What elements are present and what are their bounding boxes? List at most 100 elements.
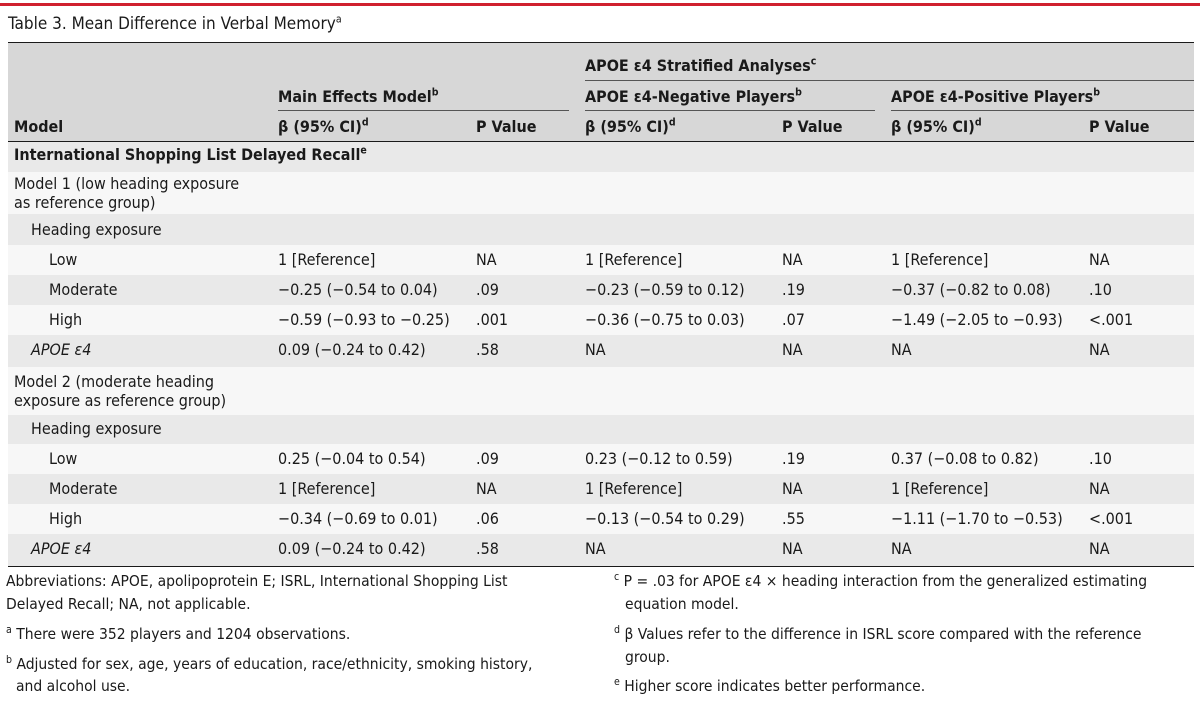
- cell-positive-p: <.001: [1089, 310, 1134, 329]
- cell-negative-p: NA: [782, 479, 803, 498]
- table-title: Table 3. Mean Difference in Verbal Memor…: [8, 13, 342, 35]
- header-beta-main-text: β (95% CI): [278, 117, 362, 136]
- footnote-abbrev-line2: Delayed Recall; NA, not applicable.: [6, 595, 251, 613]
- footnote-a: a There were 352 players and 1204 observ…: [6, 623, 350, 646]
- data-table: APOE ε4 Stratified Analysesc Main Effect…: [8, 42, 1194, 567]
- cell-positive-beta: −0.37 (−0.82 to 0.08): [891, 280, 1051, 299]
- table-row: Low 1 [Reference] NA 1 [Reference] NA 1 …: [8, 245, 1194, 275]
- footnote-a-mark: a: [6, 623, 12, 636]
- row-label: Low: [49, 250, 78, 269]
- header-model: Model: [14, 117, 64, 136]
- cell-main-beta: −0.59 (−0.93 to −0.25): [278, 310, 450, 329]
- table-title-text: Table 3. Mean Difference in Verbal Memor…: [8, 14, 336, 34]
- footnote-e: e Higher score indicates better performa…: [614, 675, 925, 698]
- cell-positive-beta: 1 [Reference]: [891, 479, 989, 498]
- cell-positive-p: NA: [1089, 539, 1110, 558]
- header-beta-main-sup: d: [361, 116, 369, 129]
- cell-positive-p: <.001: [1089, 509, 1134, 528]
- row-label: Moderate: [49, 280, 118, 299]
- cell-main-beta: 0.25 (−0.04 to 0.54): [278, 449, 426, 468]
- footnote-e-mark: e: [614, 675, 620, 688]
- header-stratified: APOE ε4 Stratified Analysesc: [585, 56, 816, 76]
- cell-main-beta: −0.34 (−0.69 to 0.01): [278, 509, 438, 528]
- header-beta-negative-sup: d: [668, 116, 676, 129]
- header-p-positive: P Value: [1089, 117, 1150, 136]
- model2-label-row: [8, 367, 1194, 415]
- row-label: Moderate: [49, 479, 118, 498]
- cell-main-p: .58: [476, 340, 499, 359]
- cell-negative-p: NA: [782, 340, 803, 359]
- header-p-main: P Value: [476, 117, 537, 136]
- section-title: International Shopping List Delayed Reca…: [14, 145, 367, 165]
- header-rule-negative: [585, 110, 875, 111]
- header-rule-main: [278, 110, 569, 111]
- cell-negative-p: .19: [782, 449, 805, 468]
- cell-positive-beta: −1.49 (−2.05 to −0.93): [891, 310, 1063, 329]
- footnote-d-line1: d β Values refer to the difference in IS…: [614, 623, 1142, 646]
- row-label: APOE ε4: [31, 539, 92, 558]
- table-row-apoe: APOE ε4 0.09 (−0.24 to 0.42) .58 NA NA N…: [8, 335, 1194, 365]
- cell-negative-beta: 1 [Reference]: [585, 250, 683, 269]
- header-main-effects-sup: b: [431, 86, 439, 99]
- model2-label-line1: Model 2 (moderate heading: [14, 372, 214, 391]
- section-title-sup: e: [360, 144, 367, 157]
- model1-heading-exposure: Heading exposure: [31, 220, 162, 239]
- header-main-effects-text: Main Effects Model: [278, 87, 432, 106]
- header-rule-stratified: [585, 80, 1194, 81]
- cell-negative-p: NA: [782, 539, 803, 558]
- footnote-e-text: Higher score indicates better performanc…: [624, 677, 926, 695]
- cell-main-beta: 1 [Reference]: [278, 250, 376, 269]
- footnote-b-line2: and alcohol use.: [16, 677, 131, 695]
- model2-heading-exposure: Heading exposure: [31, 419, 162, 438]
- header-negative-text: APOE ε4-Negative Players: [585, 87, 796, 106]
- footnote-c-text: P = .03 for APOE ε4 × heading interactio…: [623, 572, 1148, 590]
- cell-positive-p: NA: [1089, 340, 1110, 359]
- header-negative-sup: b: [795, 86, 802, 99]
- table-header: APOE ε4 Stratified Analysesc Main Effect…: [8, 43, 1194, 142]
- header-negative: APOE ε4-Negative Playersb: [585, 87, 802, 107]
- cell-main-beta: −0.25 (−0.54 to 0.04): [278, 280, 438, 299]
- cell-positive-beta: 0.37 (−0.08 to 0.82): [891, 449, 1039, 468]
- cell-main-beta: 1 [Reference]: [278, 479, 376, 498]
- cell-main-p: .06: [476, 509, 499, 528]
- footnote-b-text: Adjusted for sex, age, years of educatio…: [16, 655, 533, 673]
- table-row-apoe: APOE ε4 0.09 (−0.24 to 0.42) .58 NA NA N…: [8, 534, 1194, 564]
- cell-positive-beta: NA: [891, 539, 912, 558]
- cell-negative-beta: NA: [585, 340, 606, 359]
- cell-negative-beta: −0.36 (−0.75 to 0.03): [585, 310, 745, 329]
- cell-positive-p: .10: [1089, 280, 1112, 299]
- model2-label-line2: exposure as reference group): [14, 391, 227, 410]
- section-title-text: International Shopping List Delayed Reca…: [14, 145, 361, 164]
- header-rule-positive: [891, 110, 1194, 111]
- row-label: APOE ε4: [31, 340, 92, 359]
- footnote-b-line1: b Adjusted for sex, age, years of educat…: [6, 653, 532, 676]
- cell-negative-p: .07: [782, 310, 805, 329]
- cell-negative-beta: 0.23 (−0.12 to 0.59): [585, 449, 733, 468]
- cell-main-p: NA: [476, 479, 497, 498]
- cell-main-p: .09: [476, 449, 499, 468]
- footnote-abbrev-line1: Abbreviations: APOE, apolipoprotein E; I…: [6, 572, 508, 590]
- table-row: Low 0.25 (−0.04 to 0.54) .09 0.23 (−0.12…: [8, 444, 1194, 474]
- header-p-negative: P Value: [782, 117, 843, 136]
- header-positive-text: APOE ε4-Positive Players: [891, 87, 1094, 106]
- cell-negative-p: NA: [782, 250, 803, 269]
- cell-positive-beta: −1.11 (−1.70 to −0.53): [891, 509, 1063, 528]
- cell-negative-beta: 1 [Reference]: [585, 479, 683, 498]
- cell-main-p: NA: [476, 250, 497, 269]
- table-row: Moderate −0.25 (−0.54 to 0.04) .09 −0.23…: [8, 275, 1194, 305]
- cell-main-p: .09: [476, 280, 499, 299]
- cell-positive-beta: NA: [891, 340, 912, 359]
- footnote-d-mark: d: [614, 623, 620, 636]
- header-beta-negative-text: β (95% CI): [585, 117, 669, 136]
- table-row: Moderate 1 [Reference] NA 1 [Reference] …: [8, 474, 1194, 504]
- cell-main-p: .58: [476, 539, 499, 558]
- footnote-c-line2: equation model.: [625, 595, 739, 613]
- header-main-effects: Main Effects Modelb: [278, 87, 438, 107]
- cell-positive-p: .10: [1089, 449, 1112, 468]
- title-footnote-mark: a: [335, 13, 342, 26]
- header-positive: APOE ε4-Positive Playersb: [891, 87, 1100, 107]
- header-beta-positive-sup: d: [974, 116, 982, 129]
- header-stratified-text: APOE ε4 Stratified Analyses: [585, 56, 811, 75]
- cell-positive-p: NA: [1089, 250, 1110, 269]
- cell-main-p: .001: [476, 310, 509, 329]
